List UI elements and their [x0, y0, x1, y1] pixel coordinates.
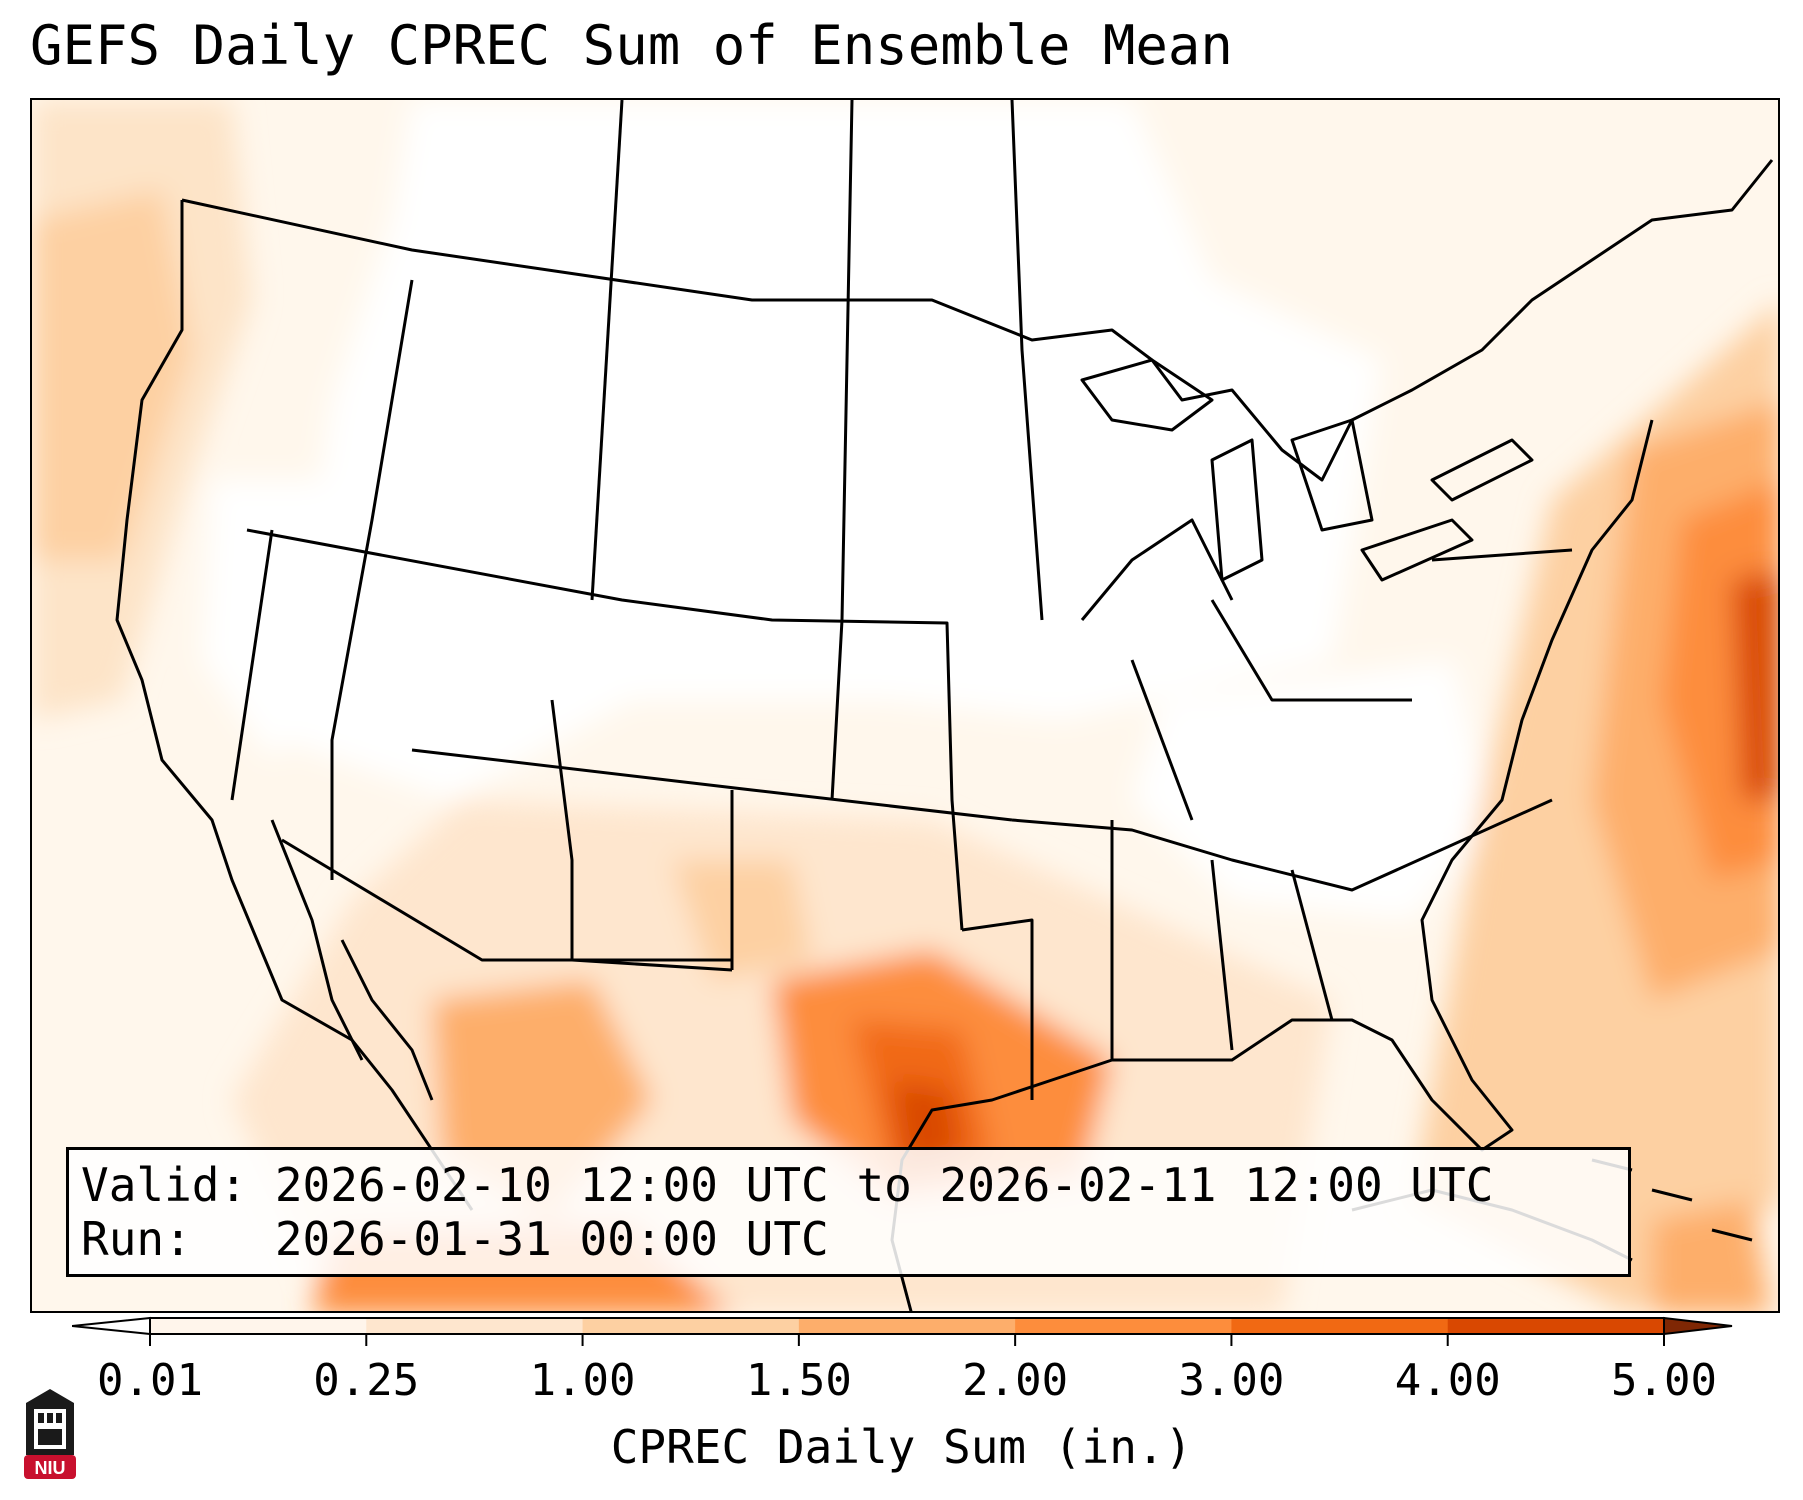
colorbar-under-arrow	[72, 1316, 151, 1336]
colorbar-ticks	[149, 1334, 1665, 1346]
colorbar-segment	[1447, 1318, 1665, 1334]
colorbar-over-arrow	[1663, 1316, 1733, 1336]
colorbar-tick-label: 0.01	[97, 1355, 203, 1406]
map-title: GEFS Daily CPREC Sum of Ensemble Mean	[30, 14, 1233, 77]
run-time-text: Run: 2026-01-31 00:00 UTC	[81, 1212, 829, 1266]
colorbar-segment	[1015, 1318, 1232, 1334]
colorbar-segment	[150, 1318, 367, 1334]
niu-logo-icon: NIU	[24, 1389, 76, 1479]
colorbar	[72, 1316, 1733, 1346]
valid-time-text: Valid: 2026-02-10 12:00 UTC to 2026-02-1…	[81, 1158, 1494, 1212]
colorbar-segment	[366, 1318, 584, 1334]
colorbar-tick-label: 2.00	[962, 1355, 1069, 1406]
colorbar-tick-label: 5.00	[1611, 1355, 1717, 1406]
colorbar-tick-label: 4.00	[1394, 1355, 1501, 1406]
colorbar-tick-label: 0.25	[313, 1355, 420, 1406]
colorbar-segment	[1231, 1318, 1449, 1334]
colorbar-frame	[149, 1317, 1665, 1335]
valid-run-info-box: Valid: 2026-02-10 12:00 UTC to 2026-02-1…	[66, 1147, 1631, 1277]
colorbar-title: CPREC Daily Sum (in.)	[610, 1420, 1193, 1474]
colorbar-segments	[150, 1318, 1665, 1334]
precip-map-canvas	[32, 100, 1778, 1311]
logo-text: NIU	[35, 1458, 66, 1478]
colorbar-tick-label: 1.50	[745, 1355, 852, 1406]
colorbar-segment	[798, 1318, 1016, 1334]
precip-map	[30, 98, 1780, 1313]
colorbar-segment	[582, 1318, 800, 1334]
colorbar-tick-label: 3.00	[1178, 1355, 1285, 1406]
logo-badge	[24, 1455, 76, 1479]
colorbar-tick-label: 1.00	[529, 1355, 636, 1406]
